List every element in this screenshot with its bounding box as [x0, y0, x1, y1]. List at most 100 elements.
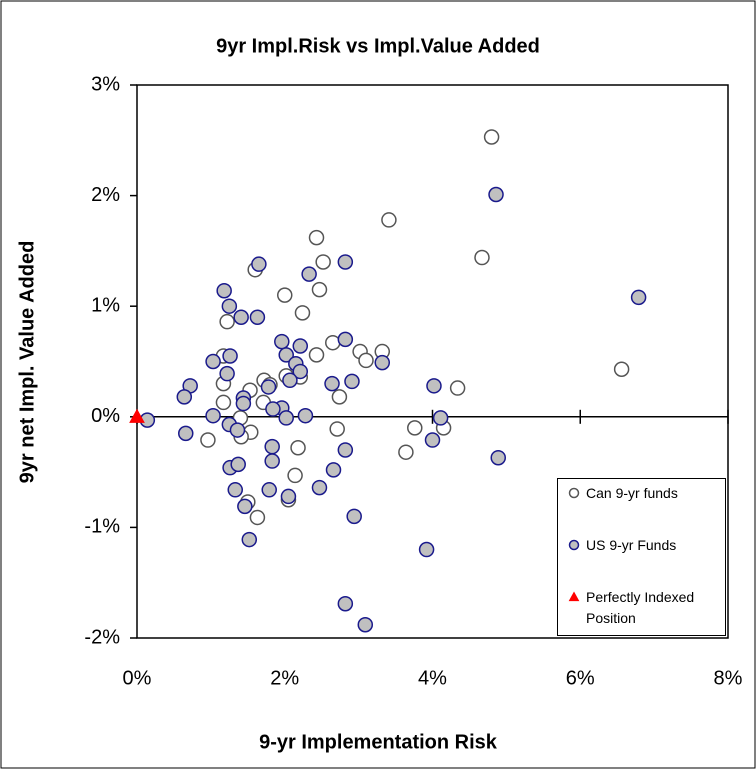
point: [287, 467, 303, 484]
point: [265, 401, 281, 417]
legend-label: US 9-yr Funds: [586, 537, 677, 553]
point: [277, 287, 293, 303]
triangle-marker: [129, 408, 145, 423]
point: [261, 482, 277, 498]
x-tick-label: 8%: [714, 667, 743, 689]
point: [630, 289, 647, 306]
point: [280, 488, 297, 505]
point: [249, 309, 266, 326]
point: [398, 444, 414, 460]
point: [222, 348, 238, 364]
legend-label: Can 9-yr funds: [586, 485, 678, 501]
point: [278, 410, 294, 426]
y-tick-label: -1%: [84, 516, 120, 538]
x-tick-label: 6%: [566, 667, 595, 689]
point: [215, 394, 232, 411]
legend-marker: [568, 539, 580, 551]
point: [449, 380, 466, 396]
point: [324, 375, 340, 392]
legend: Can 9-yr funds US 9-yr Funds Perfectly Ind…: [557, 478, 726, 636]
point: [483, 129, 500, 145]
point: [315, 254, 331, 270]
point: [237, 498, 253, 515]
legend-marker: [568, 487, 580, 499]
point: [337, 254, 354, 270]
point: [325, 462, 342, 478]
y-tick-label: -2%: [84, 626, 120, 648]
point: [235, 395, 252, 412]
point: [216, 282, 232, 299]
point: [346, 508, 362, 525]
point: [219, 313, 235, 330]
point: [241, 531, 258, 548]
point: [374, 354, 391, 371]
point: [221, 298, 238, 314]
point: [219, 365, 235, 382]
x-axis-label: 9-yr Implementation Risk: [259, 731, 498, 753]
point: [424, 432, 441, 448]
point: [490, 449, 506, 466]
point: [426, 378, 442, 394]
point: [337, 331, 354, 348]
point: [331, 389, 348, 405]
point: [233, 309, 249, 326]
point: [311, 281, 328, 298]
point: [178, 425, 194, 442]
point: [381, 212, 397, 228]
point: [229, 422, 246, 438]
point: [282, 372, 298, 389]
y-axis-label: 9yr net Impl. Value Added: [16, 241, 38, 484]
point: [407, 420, 423, 436]
legend-entry: Can 9-yr funds: [568, 485, 721, 504]
point: [308, 347, 325, 363]
point: [613, 361, 630, 377]
y-tick-label: 1%: [91, 294, 120, 316]
point: [329, 421, 345, 437]
point: [230, 456, 246, 473]
point: [325, 334, 341, 351]
point: [294, 305, 311, 321]
y-tick-label: 0%: [91, 405, 120, 427]
point: [264, 453, 280, 469]
point: [292, 338, 309, 354]
chart-title: 9yr Impl.Risk vs Impl.Value Added: [216, 35, 540, 57]
point: [227, 482, 244, 498]
y-tick-label: 2%: [91, 184, 120, 206]
legend-entry: Perfectly Indexed Position: [568, 589, 721, 629]
point: [278, 347, 294, 363]
triangle-marker: [568, 591, 580, 602]
point: [264, 438, 280, 455]
x-tick-label: 4%: [418, 667, 447, 689]
point: [251, 256, 267, 272]
legend-label: Perfectly Indexed Position: [586, 589, 695, 626]
point: [290, 440, 306, 456]
point: [432, 410, 449, 426]
point: [474, 249, 490, 266]
point: [301, 266, 317, 282]
point: [297, 407, 314, 424]
point: [308, 229, 325, 246]
legend-entry: US 9-yr Funds: [568, 537, 721, 556]
point: [311, 479, 328, 496]
point: [358, 352, 374, 369]
point: [176, 389, 193, 405]
point: [292, 363, 309, 380]
point: [260, 379, 277, 395]
point: [205, 407, 221, 424]
point: [205, 353, 221, 370]
legend-marker: [568, 591, 580, 602]
point: [249, 509, 266, 526]
point: [344, 373, 360, 390]
point: [337, 595, 354, 612]
point: [418, 541, 435, 558]
point: [488, 186, 504, 203]
point: [568, 539, 580, 551]
point: [274, 333, 290, 350]
point: [568, 487, 580, 499]
point: [357, 616, 374, 633]
y-tick-label: 3%: [91, 73, 120, 95]
point: [337, 442, 354, 458]
point: [200, 432, 216, 448]
